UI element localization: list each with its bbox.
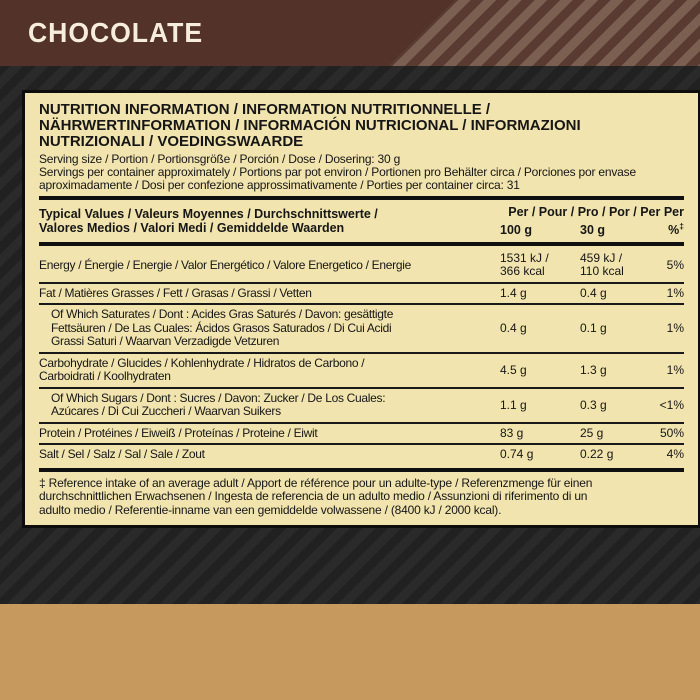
value-per-100g: 1531 kJ / 366 kcal (500, 250, 549, 279)
per-100g-column-header: 100 g (500, 222, 532, 237)
row-label: Energy / Énergie / Energie / Valor Energ… (39, 257, 411, 272)
table-row-salt: Salt / Sel / Salz / Sal / Sale / Zout 0.… (39, 445, 684, 465)
row-label: Salt / Sel / Salz / Sal / Sale / Zout (39, 447, 205, 462)
value-per-30g: 0.4 g (580, 285, 607, 300)
row-label: Of Which Sugars / Dont : Sucres / Davon:… (51, 390, 386, 419)
reference-mark: ‡ (679, 220, 684, 231)
row-label: Protein / Protéines / Eiweiß / Proteínas… (39, 425, 318, 440)
value-per-100g: 0.4 g (500, 320, 527, 335)
value-per-30g: 459 kJ / 110 kcal (580, 250, 624, 279)
value-per-100g: 83 g (500, 425, 524, 440)
value-per-100g: 0.74 g (500, 447, 534, 462)
value-percent: 5% (666, 257, 684, 272)
table-header-row: Typical Values / Valeurs Moyennes / Durc… (39, 203, 684, 239)
reference-intake-footnote: ‡ Reference intake of an average adult /… (39, 475, 593, 517)
table-row-saturates: Of Which Saturates / Dont : Acides Gras … (39, 305, 684, 354)
row-label: Of Which Saturates / Dont : Acides Gras … (51, 307, 394, 349)
divider-thick-header (39, 241, 684, 246)
value-percent: 50% (659, 425, 684, 440)
value-percent: 4% (666, 447, 684, 462)
value-percent: 1% (666, 285, 684, 300)
table-row-sugars: Of Which Sugars / Dont : Sucres / Davon:… (39, 389, 684, 424)
value-per-30g: 0.22 g (580, 447, 614, 462)
value-per-30g: 1.3 g (580, 362, 607, 377)
table-row-protein: Protein / Protéines / Eiweiß / Proteínas… (39, 424, 684, 446)
value-per-100g: 1.1 g (500, 397, 527, 412)
row-label: Carbohydrate / Glucides / Kohlenhydrate … (39, 355, 365, 384)
gold-band (0, 604, 700, 700)
table-row-fat: Fat / Matières Grasses / Fett / Grasas /… (39, 284, 684, 306)
flavor-banner: CHOCOLATE (0, 0, 700, 66)
value-percent: 1% (666, 320, 684, 335)
typical-values-label: Typical Values / Valeurs Moyennes / Durc… (39, 206, 378, 235)
panel-title: NUTRITION INFORMATION / INFORMATION NUTR… (39, 101, 581, 150)
value-per-30g: 0.1 g (580, 320, 607, 335)
value-per-100g: 1.4 g (500, 285, 527, 300)
value-per-30g: 25 g (580, 425, 604, 440)
table-row-carbohydrate: Carbohydrate / Glucides / Kohlenhydrate … (39, 354, 684, 389)
value-per-100g: 4.5 g (500, 362, 527, 377)
per-30g-column-header: 30 g (580, 222, 606, 237)
nutrition-panel: NUTRITION INFORMATION / INFORMATION NUTR… (22, 90, 700, 529)
per-column-header: Per / Pour / Pro / Por / Per Per (508, 204, 684, 219)
table-row-energy: Energy / Énergie / Energie / Valor Energ… (39, 249, 684, 284)
row-label: Fat / Matières Grasses / Fett / Grasas /… (39, 285, 312, 300)
percent-symbol: % (668, 222, 680, 237)
servings-per-container-text: Servings per container approximately / P… (39, 165, 636, 193)
flavor-name: CHOCOLATE (28, 17, 204, 48)
value-percent: 1% (666, 362, 684, 377)
value-percent: <1% (659, 397, 684, 412)
percent-column-header: %‡ (650, 219, 684, 237)
value-per-30g: 0.3 g (580, 397, 607, 412)
divider-thick-top (39, 195, 684, 200)
serving-size-text: Serving size / Portion / Portionsgröße /… (39, 152, 401, 166)
divider-thick-bottom (39, 467, 684, 472)
